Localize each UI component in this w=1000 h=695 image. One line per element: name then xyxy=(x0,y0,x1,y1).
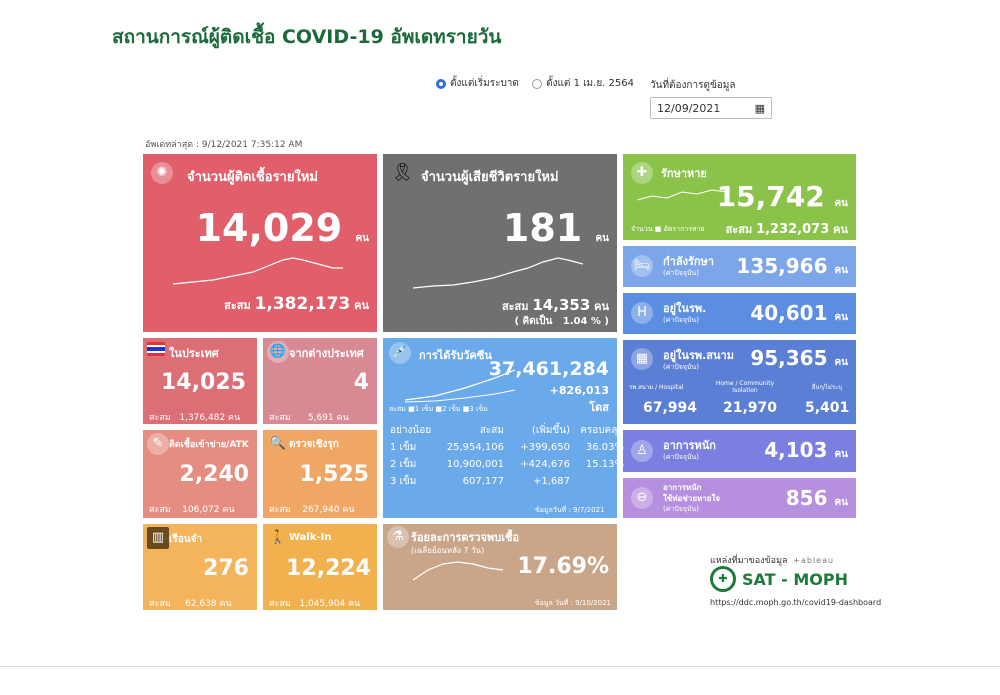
building-icon: ▦ xyxy=(631,348,653,370)
last-updated: อัพเดทล่าสุด : 9/12/2021 7:35:12 AM xyxy=(145,140,303,150)
page-title: สถานการณ์ผู้ติดเชื้อ COVID-19 อัพเดทรายว… xyxy=(112,26,502,48)
deaths-value: 181 xyxy=(502,206,583,250)
recovered-accumulated: 1,232,073 xyxy=(756,222,830,237)
new-cases-tile: ✺ จำนวนผู้ติดเชื้อรายใหม่ 14,029 คน สะสม… xyxy=(143,154,377,332)
proactive-tile: 🔍 ตรวจเชิงรุก 1,525 สะสม 267,940 คน xyxy=(263,430,377,518)
table-row: 1 เข็ม 25,954,106 +399,650 36.03% xyxy=(390,442,624,453)
radio-since-april[interactable]: ตั้งแต่ 1 เม.ย. 2564 xyxy=(532,76,634,91)
calendar-icon[interactable]: ▦ xyxy=(754,101,765,115)
other-value: 5,401 xyxy=(805,400,850,416)
prison-icon: ▥ xyxy=(147,527,169,549)
recovered-sparkline xyxy=(637,189,727,201)
vaccine-tile: 💉 การได้รับวัคซีน 37,461,284 +826,013 โด… xyxy=(383,338,617,518)
new-cases-value: 14,029 xyxy=(195,206,343,250)
table-row: 3 เข็ม 607,177 +1,687 xyxy=(390,476,570,487)
positive-rate-sparkline xyxy=(413,561,503,581)
vaccine-note: ข้อมูลวันที่ : 9/7/2021 xyxy=(535,506,605,514)
field-hospital-value: 67,994 xyxy=(643,400,698,416)
recovered-tile: ✚ รักษาหาย 15,742 คน จำนวน ■ อัตราการหาย… xyxy=(623,154,856,240)
table-row: 2 เข็ม 10,900,001 +424,676 15.13% xyxy=(390,459,624,470)
hospital-value: 40,601 xyxy=(750,301,828,325)
recovered-label: รักษาหาย xyxy=(661,167,707,180)
vaccine-table-header: อย่างน้อย สะสม (เพิ่มขึ้น) ครอบคลุม xyxy=(390,425,624,436)
ventilator-icon: ⊖ xyxy=(631,487,653,509)
severe-value: 4,103 xyxy=(764,438,828,462)
date-picker: วันที่ต้องการดูข้อมูล 12/09/2021 ▦ xyxy=(650,78,772,119)
field-hospital-tile: ▦ อยู่ในรพ.สนาม (ค่าปัจจุบัน) 95,365 คน … xyxy=(623,340,856,424)
test-tube-icon: ⚗ xyxy=(387,526,409,548)
date-label: วันที่ต้องการดูข้อมูล xyxy=(650,80,736,91)
hospital-icon: H xyxy=(631,302,653,324)
walkin-tile: 🚶 Walk-In 12,224 สะสม 1,045,904 คน xyxy=(263,524,377,610)
walking-person-icon: 🚶 xyxy=(269,530,287,545)
ventilator-value: 856 xyxy=(785,486,828,510)
vaccine-delta: +826,013 xyxy=(549,384,609,397)
death-rate: 1.04 % ) xyxy=(562,316,609,327)
new-cases-accumulated: 1,382,173 xyxy=(254,294,351,314)
date-input[interactable]: 12/09/2021 ▦ xyxy=(650,97,772,119)
deaths-label: จำนวนผู้เสียชีวิตรายใหม่ xyxy=(421,170,559,185)
hospital-tile: H อยู่ในรพ. (ค่าปัจจุบัน) 40,601 คน xyxy=(623,293,856,334)
ribbon-icon: 🎗 xyxy=(391,162,414,183)
vaccine-sparkline xyxy=(405,369,515,403)
plus-icon: ✚ xyxy=(631,162,653,184)
deaths-accumulated: 14,353 xyxy=(532,296,591,314)
new-cases-label: จำนวนผู้ติดเชื้อรายใหม่ xyxy=(187,170,318,185)
virus-icon: ✺ xyxy=(151,162,173,184)
moph-logo: ✚ SAT - MOPH xyxy=(710,566,848,592)
deaths-sparkline xyxy=(413,257,583,289)
positive-rate-value: 17.69% xyxy=(517,554,609,579)
new-cases-sparkline xyxy=(173,257,343,285)
globe-icon: 🌐 xyxy=(267,341,289,363)
recovered-value: 15,742 xyxy=(716,180,825,213)
source-label: แหล่งที่มาของข้อมูล +ableau xyxy=(710,556,835,566)
atk-value: 2,240 xyxy=(179,462,249,487)
patient-icon: ♙ xyxy=(631,440,653,462)
vaccine-table: อย่างน้อย สะสม (เพิ่มขึ้น) ครอบคลุม 1 เข็ม 2… xyxy=(390,422,624,490)
date-range-filter: ตั้งแต่เริ่มระบาด ตั้งแต่ 1 เม.ย. 2564 xyxy=(436,76,644,92)
ventilator-tile: ⊖ อาการหนัก ใช้ท่อช่วยหายใจ (ค่าปัจจุบัน… xyxy=(623,478,856,518)
severe-tile: ♙ อาการหนัก (ค่าปัจจุบัน) 4,103 คน xyxy=(623,430,856,472)
tableau-logo: +ableau xyxy=(793,556,835,565)
moph-emblem-icon: ✚ xyxy=(710,566,736,592)
deaths-tile: 🎗 จำนวนผู้เสียชีวิตรายใหม่ 181 คน สะสม 1… xyxy=(383,154,617,332)
foreign-value: 4 xyxy=(353,370,369,395)
source-url[interactable]: https://ddc.moph.go.th/covid19-dashboard xyxy=(710,598,882,607)
test-kit-icon: ✎ xyxy=(147,433,169,455)
syringe-icon: 💉 xyxy=(389,342,411,364)
walkin-value: 12,224 xyxy=(286,556,371,581)
foreign-tile: 🌐 จากต่างประเทศ 4 สะสม 5,691 คน xyxy=(263,338,377,424)
domestic-value: 14,025 xyxy=(161,370,246,395)
field-value: 95,365 xyxy=(750,346,828,370)
positive-rate-tile: ⚗ ร้อยละการตรวจพบเชื้อ (เฉลี่ยย้อนหลัง 7… xyxy=(383,524,617,610)
home-isolation-value: 21,970 xyxy=(723,400,778,416)
bed-icon: 🛏 xyxy=(631,255,653,277)
vaccine-value: 37,461,284 xyxy=(488,358,609,380)
atk-tile: ✎ ติดเชื้อเข้าข่าย/ATK 2,240 สะสม 106,07… xyxy=(143,430,257,518)
magnifier-icon: 🔍 xyxy=(269,436,287,451)
prison-value: 276 xyxy=(203,556,249,581)
treating-value: 135,966 xyxy=(736,254,828,278)
radio-selected-icon xyxy=(436,78,446,89)
treating-tile: 🛏 กำลังรักษา (ค่าปัจจุบัน) 135,966 คน xyxy=(623,246,856,287)
radio-since-outbreak[interactable]: ตั้งแต่เริ่มระบาด xyxy=(436,76,519,91)
prison-tile: ▥ เรือนจำ 276 สะสม 62,638 คน xyxy=(143,524,257,610)
thai-flag-icon xyxy=(147,342,165,356)
proactive-value: 1,525 xyxy=(299,462,369,487)
radio-unselected-icon xyxy=(532,78,543,89)
divider xyxy=(0,666,1000,667)
domestic-tile: ในประเทศ 14,025 สะสม 1,376,482 คน xyxy=(143,338,257,424)
